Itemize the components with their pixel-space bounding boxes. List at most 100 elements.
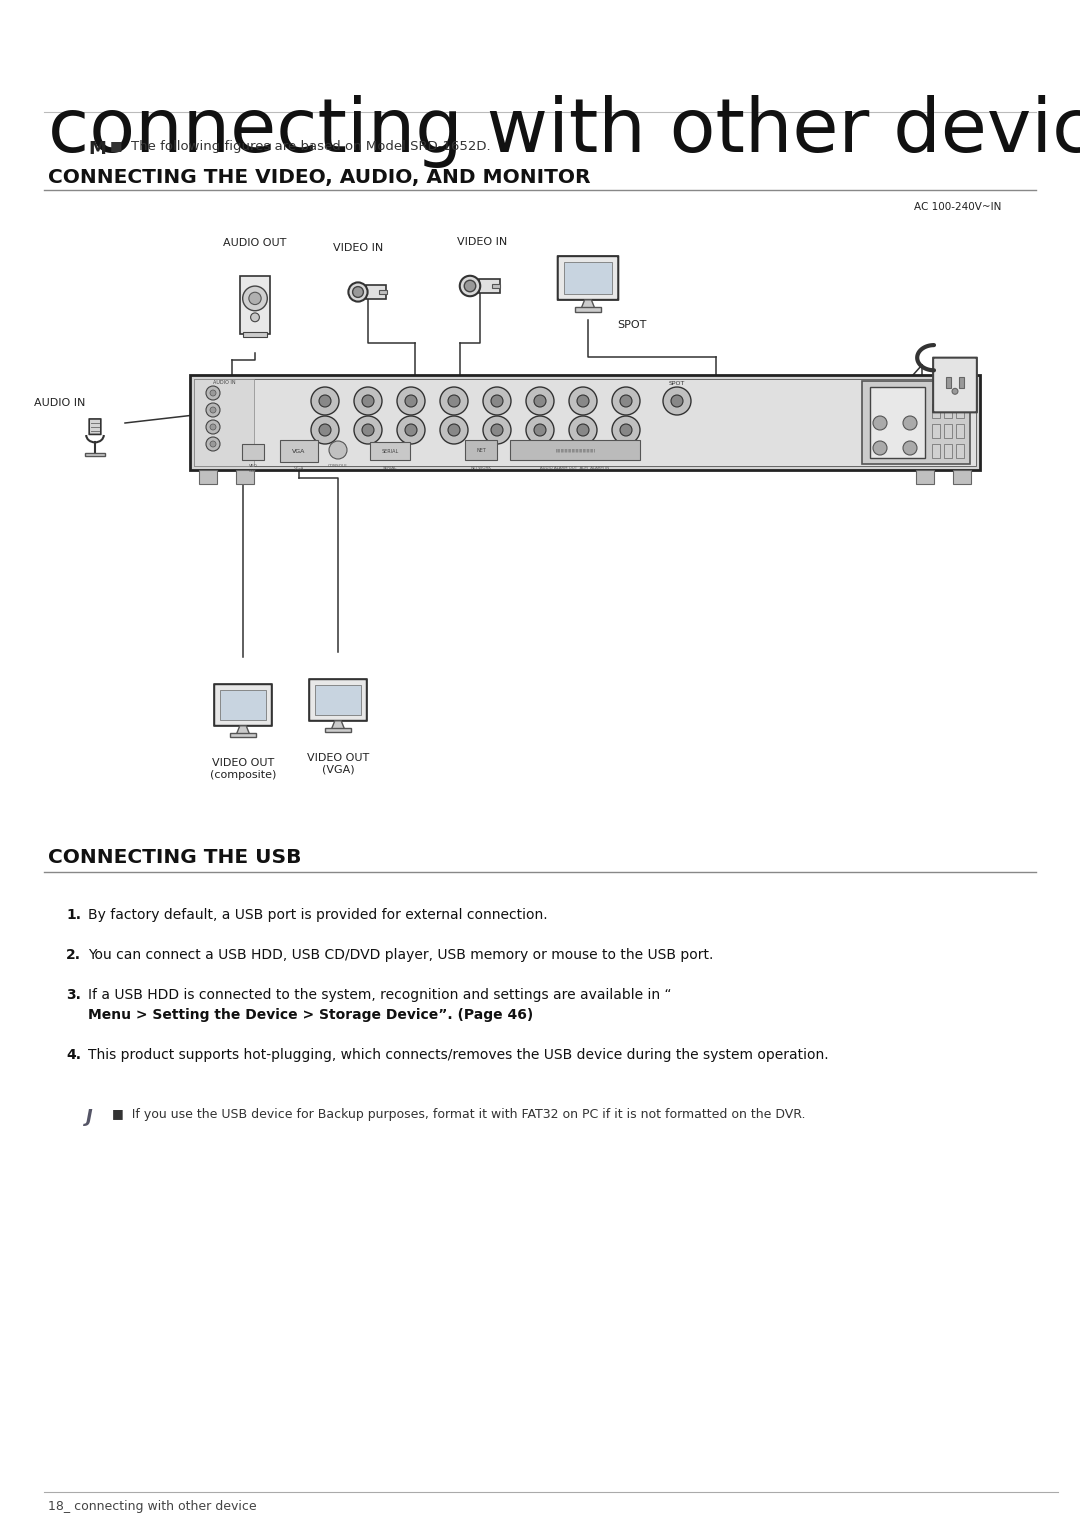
Bar [366, 286, 386, 298]
Bar [314, 685, 361, 715]
Circle shape [663, 387, 691, 415]
Circle shape [534, 424, 546, 436]
Text: VEO
OUT: VEO OUT [248, 464, 257, 473]
FancyBboxPatch shape [214, 684, 272, 725]
Circle shape [534, 395, 546, 407]
Bar [916, 470, 934, 483]
Bar [946, 376, 950, 389]
Circle shape [612, 416, 640, 444]
Circle shape [526, 416, 554, 444]
Bar [956, 424, 964, 438]
Text: CONSOLE: CONSOLE [328, 464, 348, 468]
Circle shape [526, 387, 554, 415]
Text: J: J [86, 1108, 93, 1126]
Circle shape [620, 424, 632, 436]
Bar [944, 404, 951, 418]
Polygon shape [237, 725, 249, 734]
FancyBboxPatch shape [90, 419, 100, 435]
Text: This product supports hot-plugging, which connects/removes the USB device during: This product supports hot-plugging, whic… [87, 1048, 828, 1062]
Circle shape [491, 424, 503, 436]
Text: 2.: 2. [66, 949, 81, 962]
Bar [478, 278, 500, 294]
Circle shape [206, 386, 220, 399]
Circle shape [464, 280, 476, 292]
Circle shape [873, 416, 887, 430]
Circle shape [620, 395, 632, 407]
Text: NET: NET [476, 447, 486, 453]
Text: VIDEO IN: VIDEO IN [333, 243, 383, 252]
Bar [956, 404, 964, 418]
Circle shape [349, 283, 367, 301]
Circle shape [397, 387, 426, 415]
Circle shape [483, 416, 511, 444]
Circle shape [577, 424, 589, 436]
Text: ■  If you use the USB device for Backup purposes, format it with FAT32 on PC if : ■ If you use the USB device for Backup p… [112, 1108, 806, 1121]
Circle shape [448, 395, 460, 407]
Text: 4.: 4. [66, 1048, 81, 1062]
Text: VIDEO OUT
(VGA): VIDEO OUT (VGA) [307, 753, 369, 774]
Text: 18_ connecting with other device: 18_ connecting with other device [48, 1499, 257, 1513]
Circle shape [483, 387, 511, 415]
Circle shape [210, 390, 216, 396]
Text: CONNECTING THE USB: CONNECTING THE USB [48, 848, 301, 868]
Text: VGA: VGA [293, 448, 306, 453]
Bar [242, 444, 264, 461]
Bar [932, 424, 940, 438]
Text: |||||||||||||||||||||||||||||: ||||||||||||||||||||||||||||| [555, 448, 595, 451]
Circle shape [460, 275, 481, 297]
Circle shape [405, 424, 417, 436]
Bar [325, 728, 351, 731]
Circle shape [311, 416, 339, 444]
FancyBboxPatch shape [557, 256, 618, 300]
Circle shape [311, 387, 339, 415]
Text: AC 100-240V~IN: AC 100-240V~IN [915, 202, 1001, 213]
Bar [564, 262, 612, 294]
Bar [510, 441, 640, 461]
Text: You can connect a USB HDD, USB CD/DVD player, USB memory or mouse to the USB por: You can connect a USB HDD, USB CD/DVD pl… [87, 949, 714, 962]
Bar [953, 470, 971, 483]
Circle shape [329, 441, 347, 459]
Circle shape [362, 424, 374, 436]
Circle shape [354, 416, 382, 444]
FancyBboxPatch shape [933, 358, 977, 413]
Bar [862, 381, 970, 464]
Circle shape [319, 395, 330, 407]
Bar [194, 379, 976, 467]
Circle shape [352, 286, 363, 297]
Text: By factory default, a USB port is provided for external connection.: By factory default, a USB port is provid… [87, 907, 548, 923]
Text: SPOT: SPOT [618, 320, 647, 330]
Circle shape [397, 416, 426, 444]
Circle shape [405, 395, 417, 407]
Bar [220, 690, 266, 721]
Bar [932, 444, 940, 457]
Text: Menu > Setting the Device > Storage Device”. (Page 46): Menu > Setting the Device > Storage Devi… [87, 1008, 534, 1022]
Text: If a USB HDD is connected to the system, recognition and settings are available : If a USB HDD is connected to the system,… [87, 988, 672, 1002]
Circle shape [569, 387, 597, 415]
Bar [379, 291, 387, 294]
Text: SERIAL: SERIAL [382, 467, 397, 470]
Circle shape [873, 441, 887, 454]
Circle shape [206, 402, 220, 418]
Bar [575, 308, 602, 312]
Bar [959, 376, 964, 389]
Circle shape [210, 424, 216, 430]
Bar [492, 285, 500, 288]
Bar [370, 442, 410, 461]
Polygon shape [332, 721, 345, 728]
Circle shape [206, 438, 220, 451]
Circle shape [440, 416, 468, 444]
FancyBboxPatch shape [309, 679, 367, 721]
Text: SERIAL: SERIAL [381, 448, 399, 453]
Bar [84, 453, 105, 456]
Circle shape [903, 416, 917, 430]
Text: CONNECTING THE VIDEO, AUDIO, AND MONITOR: CONNECTING THE VIDEO, AUDIO, AND MONITOR [48, 168, 591, 187]
Text: 3.: 3. [66, 988, 81, 1002]
Circle shape [362, 395, 374, 407]
Bar [194, 379, 254, 467]
Bar [190, 375, 980, 470]
Text: M: M [87, 141, 106, 158]
Bar [944, 424, 951, 438]
Text: AUDIO OUT: AUDIO OUT [224, 239, 286, 248]
Text: AUDIO IN: AUDIO IN [213, 379, 235, 386]
Circle shape [440, 387, 468, 415]
